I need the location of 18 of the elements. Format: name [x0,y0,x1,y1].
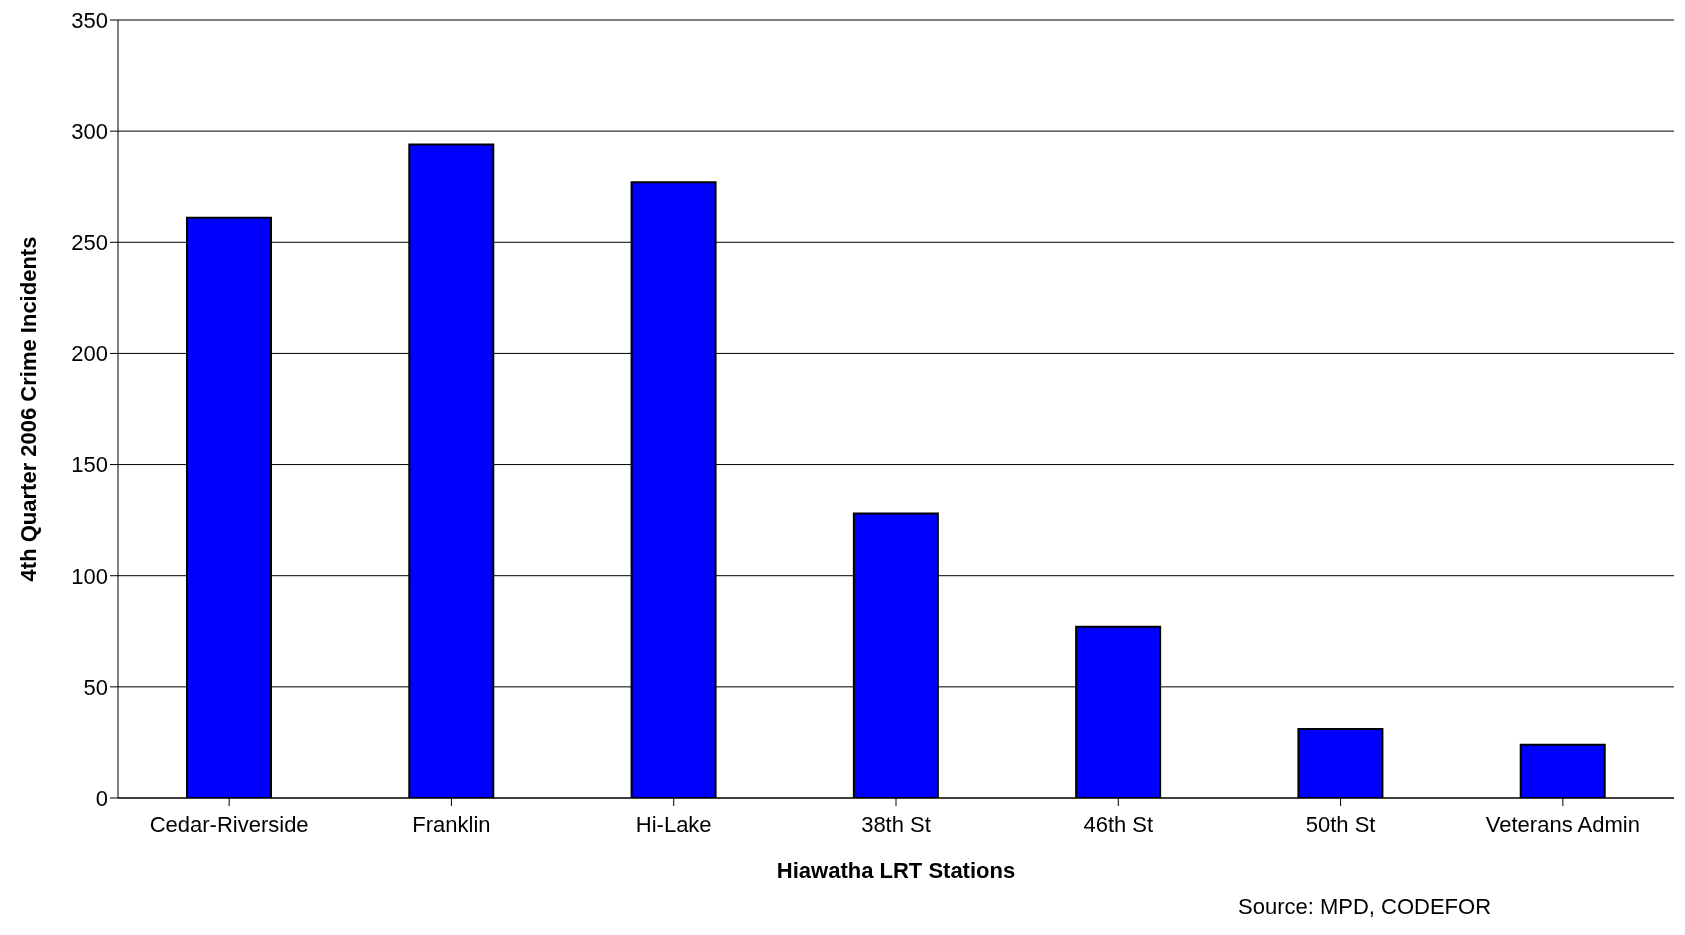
x-tick-label: 38th St [861,811,931,837]
x-tick-label: Veterans Admin [1485,811,1640,837]
source-note: Source: MPD, CODEFOR [1238,894,1492,920]
y-tick-label: 250 [71,230,108,256]
x-tick-label: 46th St [1083,811,1154,837]
y-tick-label: 150 [71,452,108,478]
x-axis-title: Hiawatha LRT Stations [776,858,1016,883]
y-tick-label: 350 [71,7,108,33]
x-tick-label: Cedar-Riverside [149,811,309,837]
x-tick-label: 50th St [1305,811,1376,837]
y-tick-label: 50 [83,674,108,700]
y-tick-label: 300 [71,118,108,144]
y-tick-label: 200 [71,341,108,367]
x-tick-label: Franklin [412,811,491,837]
y-axis-title: 4th Quarter 2006 Crime Incidents [15,236,41,582]
y-tick-label: 100 [71,563,108,589]
y-tick-label: 0 [95,785,108,811]
x-tick-label: Hi-Lake [635,811,712,837]
